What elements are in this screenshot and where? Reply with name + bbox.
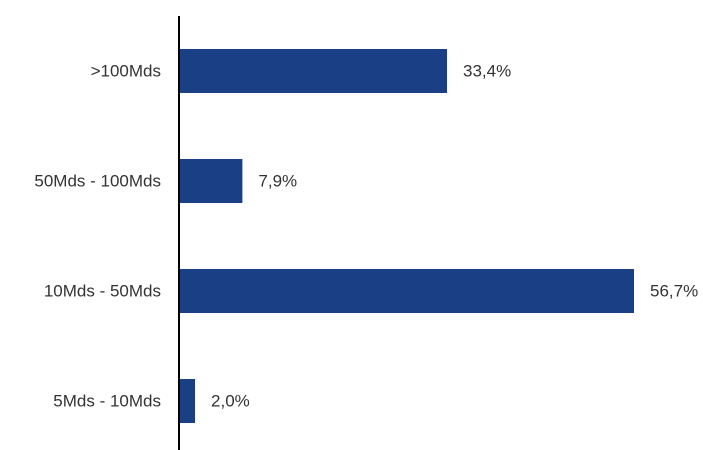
category-labels-group: >100Mds 50Mds - 100Mds 10Mds - 50Mds 5Mds -… bbox=[34, 62, 161, 411]
value-label-3: 2,0% bbox=[211, 392, 250, 411]
bar-3 bbox=[179, 379, 196, 423]
category-label-1: 50Mds - 100Mds bbox=[34, 172, 161, 191]
category-label-0: >100Mds bbox=[91, 62, 161, 81]
value-labels-group: 33,4% 7,9% 56,7% 2,0% bbox=[211, 62, 698, 411]
bar-2 bbox=[179, 269, 634, 313]
value-label-1: 7,9% bbox=[258, 172, 297, 191]
category-label-2: 10Mds - 50Mds bbox=[44, 282, 161, 301]
bar-1 bbox=[179, 159, 243, 203]
category-label-3: 5Mds - 10Mds bbox=[53, 392, 161, 411]
bars-group bbox=[179, 49, 634, 423]
bar-0 bbox=[179, 49, 448, 93]
value-label-2: 56,7% bbox=[650, 282, 698, 301]
value-label-0: 33,4% bbox=[463, 62, 511, 81]
